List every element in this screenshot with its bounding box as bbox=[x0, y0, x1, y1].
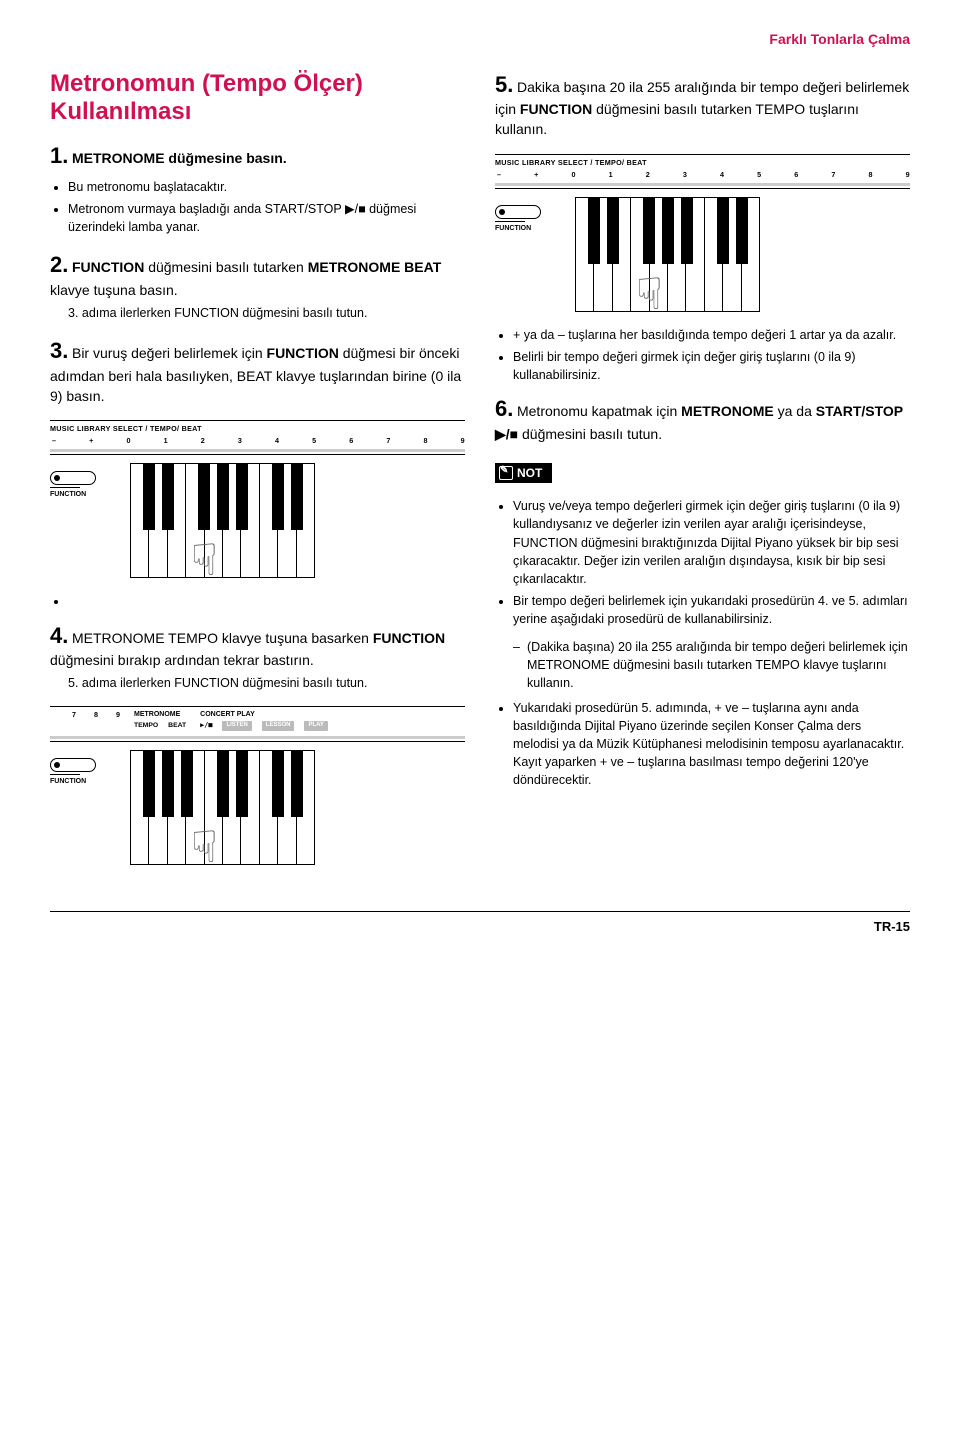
bullet: Metronom vurmaya başladığı anda START/ST… bbox=[68, 200, 465, 236]
strip-title: MUSIC LIBRARY SELECT / TEMPO/ BEAT bbox=[495, 158, 910, 168]
page-title: Metronomun (Tempo Ölçer) Kullanılması bbox=[50, 70, 465, 128]
key-strip-1: MUSIC LIBRARY SELECT / TEMPO/ BEAT – + 0… bbox=[50, 420, 465, 455]
function-button-diagram: FUNCTION bbox=[50, 463, 116, 500]
bullet bbox=[68, 592, 465, 610]
step-3-figure-note bbox=[50, 592, 465, 610]
keyboard-figure-1: FUNCTION ☟ bbox=[50, 463, 465, 578]
function-label: FUNCTION bbox=[50, 490, 116, 500]
step-number: 1. bbox=[50, 143, 68, 168]
function-label: FUNCTION bbox=[50, 777, 116, 787]
step-1: 1. METRONOME düğmesine basın. Bu metrono… bbox=[50, 141, 465, 236]
strip-title: MUSIC LIBRARY SELECT / TEMPO/ BEAT bbox=[50, 424, 465, 434]
function-button-diagram: FUNCTION bbox=[50, 750, 116, 787]
step-5-bullets: + ya da – tuşlarına her basıldığında tem… bbox=[495, 326, 910, 384]
page-number: TR-15 bbox=[50, 918, 910, 936]
function-button-icon bbox=[50, 471, 96, 485]
note-sub-bullets: (Dakika başına) 20 ila 255 aralığında bi… bbox=[513, 638, 910, 692]
bullet: Belirli bir tempo değeri girmek için değ… bbox=[513, 348, 910, 384]
section-header: Farklı Tonlarla Çalma bbox=[50, 30, 910, 50]
keyboard-diagram: ☟ bbox=[130, 463, 315, 578]
bullet: Bir tempo değeri belirlemek için yukarıd… bbox=[513, 592, 910, 628]
keyboard-figure-3: FUNCTION ☟ bbox=[495, 197, 910, 312]
step-1-bullets: Bu metronomu başlatacaktır. Metronom vur… bbox=[50, 178, 465, 236]
key-strip-2: 7 8 9 METRONOME TEMPO BEAT CONCERT PLAY … bbox=[50, 706, 465, 741]
bullet: + ya da – tuşlarına her basıldığında tem… bbox=[513, 326, 910, 344]
note-badge: NOT bbox=[495, 463, 552, 484]
keyboard-figure-2: FUNCTION ☟ bbox=[50, 750, 465, 865]
bullet: Bu metronomu başlatacaktır. bbox=[68, 178, 465, 196]
step-5: 5. Dakika başına 20 ila 255 aralığında b… bbox=[495, 70, 910, 140]
step-text: METRONOME düğmesine basın. bbox=[72, 150, 287, 166]
function-button-icon bbox=[495, 205, 541, 219]
step-2: 2. FUNCTION düğmesini basılı tutarken ME… bbox=[50, 250, 465, 322]
step-text: Metronomu kapatmak için METRONOME ya da … bbox=[495, 403, 903, 442]
keyboard-diagram: ☟ bbox=[130, 750, 315, 865]
key-strip-3: MUSIC LIBRARY SELECT / TEMPO/ BEAT – + 0… bbox=[495, 154, 910, 189]
step-number: 6. bbox=[495, 396, 513, 421]
footer-rule bbox=[50, 911, 910, 912]
step-2-sub: 3. adıma ilerlerken FUNCTION düğmesini b… bbox=[50, 305, 465, 323]
step-text: Dakika başına 20 ila 255 aralığında bir … bbox=[495, 79, 909, 137]
step-number: 5. bbox=[495, 72, 513, 97]
function-label: FUNCTION bbox=[495, 224, 561, 234]
step-text: METRONOME TEMPO klavye tuşuna basarken F… bbox=[50, 630, 445, 669]
function-button-icon bbox=[50, 758, 96, 772]
step-3: 3. Bir vuruş değeri belirlemek için FUNC… bbox=[50, 336, 465, 406]
bullet: Yukarıdaki prosedürün 5. adımında, + ve … bbox=[513, 699, 910, 790]
step-text: Bir vuruş değeri belirlemek için FUNCTIO… bbox=[50, 345, 461, 403]
step-number: 2. bbox=[50, 252, 68, 277]
function-button-diagram: FUNCTION bbox=[495, 197, 561, 234]
step-number: 4. bbox=[50, 623, 68, 648]
step-6: 6. Metronomu kapatmak için METRONOME ya … bbox=[495, 394, 910, 444]
keyboard-diagram: ☟ bbox=[575, 197, 760, 312]
bullet: (Dakika başına) 20 ila 255 aralığında bi… bbox=[527, 638, 910, 692]
step-4: 4. METRONOME TEMPO klavye tuşuna basarke… bbox=[50, 621, 465, 693]
note-bullets: Vuruş ve/veya tempo değerleri girmek içi… bbox=[495, 497, 910, 628]
right-column: 5. Dakika başına 20 ila 255 aralığında b… bbox=[495, 70, 910, 879]
bullet: Vuruş ve/veya tempo değerleri girmek içi… bbox=[513, 497, 910, 588]
content-columns: Metronomun (Tempo Ölçer) Kullanılması 1.… bbox=[50, 70, 910, 879]
strip-labels: – + 0 1 2 3 4 5 6 7 8 9 bbox=[495, 170, 910, 180]
step-4-sub: 5. adıma ilerlerken FUNCTION düğmesini b… bbox=[50, 675, 465, 693]
note-section: NOT Vuruş ve/veya tempo değerleri girmek… bbox=[495, 463, 910, 790]
step-number: 3. bbox=[50, 338, 68, 363]
step-text: FUNCTION düğmesini basılı tutarken METRO… bbox=[50, 259, 441, 298]
left-column: Metronomun (Tempo Ölçer) Kullanılması 1.… bbox=[50, 70, 465, 879]
note-bullets-2: Yukarıdaki prosedürün 5. adımında, + ve … bbox=[495, 699, 910, 790]
strip-labels: – + 0 1 2 3 4 5 6 7 8 9 bbox=[50, 436, 465, 446]
